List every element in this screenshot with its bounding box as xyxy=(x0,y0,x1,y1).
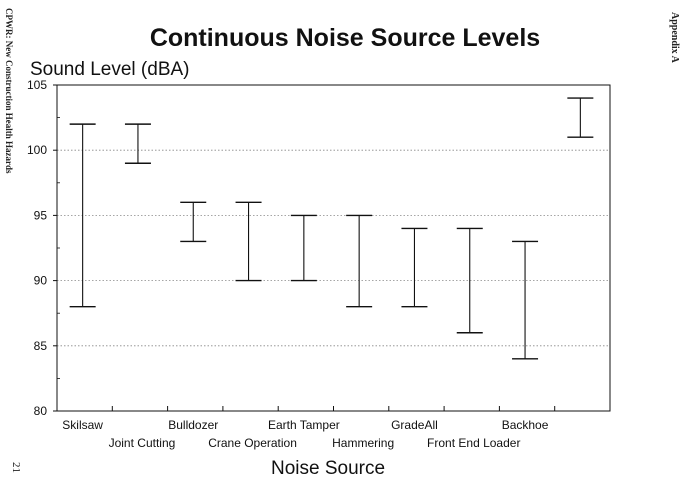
category-label: Front End Loader xyxy=(427,436,520,450)
x-axis-label: Noise Source xyxy=(271,458,385,479)
plot-frame xyxy=(56,84,611,412)
category-label: GradeAll xyxy=(391,418,438,432)
category-label: Crane Operation xyxy=(208,436,297,450)
left-margin-text: CPWR: New Construction Health Hazards xyxy=(4,8,14,174)
category-label: Skilsaw xyxy=(62,418,103,432)
y-tick-label: 95 xyxy=(34,208,48,222)
y-tick-label: 90 xyxy=(34,274,48,288)
y-tick-label: 105 xyxy=(27,78,47,92)
y-axis-label: Sound Level (dBA) xyxy=(30,59,190,80)
category-label: Earth Tamper xyxy=(268,418,340,432)
category-label: Hammering xyxy=(332,436,394,450)
chart-title: Continuous Noise Source Levels xyxy=(150,24,540,52)
plot-area: 80 85 90 95 100 105 Skilsaw Joint Cutting Bulldo… xyxy=(27,78,611,450)
category-label: Bulldozer xyxy=(168,418,218,432)
y-tick-label: 85 xyxy=(34,339,48,353)
category-label: Backhoe xyxy=(502,418,549,432)
category-label: Joint Cutting xyxy=(109,436,176,450)
right-margin-text: Appendix A xyxy=(669,12,680,63)
page-number: 21 xyxy=(10,462,22,473)
y-tick-label: 100 xyxy=(27,143,47,157)
y-tick-label: 80 xyxy=(34,404,48,418)
